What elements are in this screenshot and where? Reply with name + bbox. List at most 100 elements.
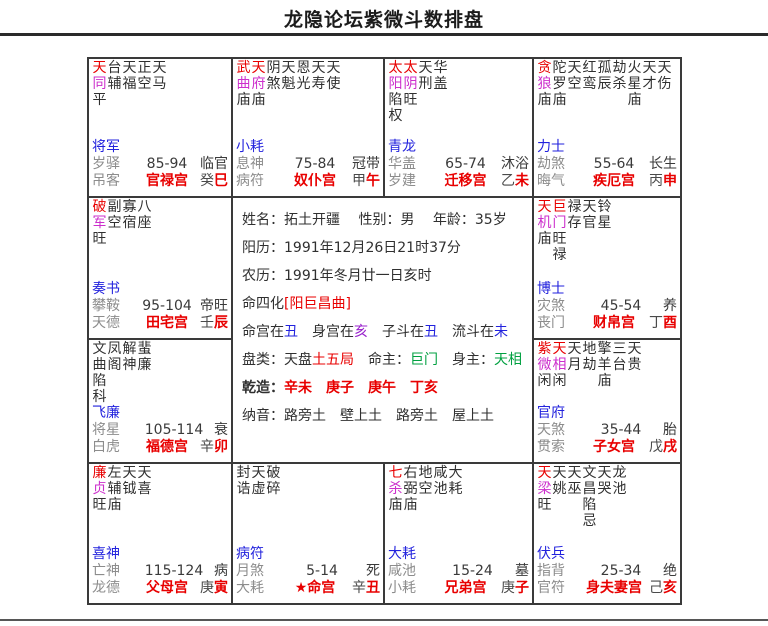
brightness-char bbox=[433, 497, 448, 513]
star-column: 七杀庙 bbox=[388, 465, 403, 529]
star-char-top: 破 bbox=[266, 465, 281, 481]
star-column: 贪狼庙 bbox=[537, 60, 552, 124]
palace-row: 大耗 ★命宫 辛丑 bbox=[236, 580, 380, 597]
star-char-top: 天 bbox=[567, 341, 582, 357]
sihua-char bbox=[107, 389, 122, 405]
star-column: 文曲陷科 bbox=[92, 341, 107, 405]
brightness-char bbox=[567, 497, 582, 513]
changsheng-stage: 长生 bbox=[649, 156, 677, 172]
stem-branch: 己亥 bbox=[649, 580, 677, 597]
info-segment: 盘类：天盘 bbox=[242, 352, 312, 368]
info-segment bbox=[396, 380, 410, 396]
brightness-char bbox=[266, 497, 281, 513]
info-segment: [阳巨昌曲] bbox=[284, 296, 351, 312]
branch-char: 丑 bbox=[366, 580, 380, 596]
star-char-top: 天 bbox=[537, 465, 552, 481]
brightness-char: 闲 bbox=[552, 373, 567, 389]
changsheng-stage: 病 bbox=[214, 563, 228, 579]
star-column: 封诰 bbox=[236, 465, 251, 529]
sihua-char bbox=[418, 108, 433, 124]
star-column: 劫杀 bbox=[612, 60, 627, 124]
star-char-top: 天 bbox=[311, 60, 326, 76]
sihua-char bbox=[122, 247, 137, 263]
star-column: 廉贞旺 bbox=[92, 465, 107, 529]
age-range: 5-14 bbox=[306, 563, 338, 579]
brightness-char bbox=[137, 92, 152, 108]
sihua-char bbox=[403, 108, 418, 124]
brightness-char bbox=[296, 92, 311, 108]
center-panel: 姓名：拓土开疆 性别：男 年龄：35岁 阳历：1991年12月26日21时37分农… bbox=[232, 197, 533, 463]
star-block: 文曲陷科凤阁解神蜚廉 bbox=[92, 341, 228, 405]
palace-yin: 廉贞旺左辅庙天钺天喜喜神 亡神 115-124 病龙德 父母宫 庚寅 bbox=[88, 463, 232, 604]
star-char-top: 紫 bbox=[537, 341, 552, 357]
cycle-row: 指背 25-34 绝 bbox=[537, 563, 677, 580]
star-column: 天魁 bbox=[281, 60, 296, 124]
star-char-bottom: 空 bbox=[567, 76, 582, 92]
brightness-char bbox=[107, 231, 122, 247]
palace-wei: 太阳陷权太阴旺天刑华盖青龙 华盖 65-74 沐浴 岁建 迁移宫 乙未 bbox=[384, 58, 533, 197]
star-column: 蜚廉 bbox=[137, 341, 152, 405]
age-range: 55-64 bbox=[593, 156, 635, 172]
brightness-char bbox=[418, 497, 433, 513]
sihua-char: 科 bbox=[92, 389, 107, 405]
star-char-top: 右 bbox=[403, 465, 418, 481]
palace-row: 官符 身夫妻宫 己亥 bbox=[537, 580, 677, 597]
brightness-char bbox=[567, 373, 582, 389]
star-char-bottom: 使 bbox=[326, 76, 341, 92]
changsheng-stage: 临官 bbox=[200, 156, 228, 172]
sihua-char bbox=[537, 389, 552, 405]
stem-char: 癸 bbox=[200, 173, 214, 189]
palace-name-label: 子女宫 bbox=[593, 439, 635, 455]
year-god-label: 吊客 bbox=[92, 173, 120, 189]
star-column: 巨门旺禄 bbox=[552, 199, 567, 263]
branch-char: 子 bbox=[515, 580, 529, 596]
info-segment: 农历：1991年冬月廿一日亥时 bbox=[242, 268, 432, 284]
sihua-char bbox=[567, 513, 582, 529]
brightness-char bbox=[612, 373, 627, 389]
stem-branch: 丁酉 bbox=[649, 315, 677, 332]
star-column: 台辅 bbox=[107, 60, 122, 124]
twelve-god-label: 喜神 bbox=[92, 546, 120, 562]
cycle-row: 灾煞 45-54 养 bbox=[537, 298, 677, 315]
sihua-char bbox=[388, 513, 403, 529]
year-god-label: 攀鞍 bbox=[92, 298, 120, 314]
star-char-top: 劫 bbox=[612, 60, 627, 76]
star-column: 地空 bbox=[418, 465, 433, 529]
star-column: 右弼庙 bbox=[403, 465, 418, 529]
sihua-char bbox=[137, 108, 152, 124]
star-char-top: 廉 bbox=[92, 465, 107, 481]
star-column: 咸池 bbox=[433, 465, 448, 529]
star-char-bottom: 钺 bbox=[122, 481, 137, 497]
brightness-char bbox=[657, 92, 672, 108]
palace-name-label: 兄弟宫 bbox=[444, 580, 487, 596]
star-column: 火星庙 bbox=[627, 60, 642, 124]
sihua-char bbox=[251, 513, 266, 529]
palace-row: 丧门 财帛宫 丁酉 bbox=[537, 315, 677, 332]
palace-row: 天德 田宅宫 壬辰 bbox=[92, 315, 228, 332]
star-char-top: 封 bbox=[236, 465, 251, 481]
stem-branch: 壬辰 bbox=[200, 315, 228, 332]
branch-char: 亥 bbox=[663, 580, 677, 596]
sihua-char bbox=[251, 108, 266, 124]
star-char-top: 蜚 bbox=[137, 341, 152, 357]
palace-wu: 武曲庙天府庙阴煞天魁恩光天寿天使小耗 息神 75-84 冠带 病符 奴仆宫 甲午 bbox=[232, 58, 384, 197]
palace-name-label: 官禄宫 bbox=[146, 173, 188, 189]
brightness-char bbox=[107, 373, 122, 389]
star-char-top: 天 bbox=[537, 199, 552, 215]
age-range: 115-124 bbox=[144, 563, 204, 579]
brightness-char bbox=[236, 497, 251, 513]
info-segment: 丁亥 bbox=[410, 380, 438, 396]
twelve-god-label: 病符 bbox=[236, 546, 264, 562]
brightness-char: 旺 bbox=[92, 231, 107, 247]
sihua-char bbox=[582, 389, 597, 405]
branch-char: 酉 bbox=[663, 315, 677, 331]
star-column: 天虚 bbox=[251, 465, 266, 529]
star-char-bottom: 梁 bbox=[537, 481, 552, 497]
star-column: 三台 bbox=[612, 341, 627, 405]
sihua-char bbox=[107, 513, 122, 529]
info-segment: 巨门 bbox=[410, 352, 438, 368]
sihua-char bbox=[552, 389, 567, 405]
star-char-bottom: 相 bbox=[552, 357, 567, 373]
star-char-bottom: 廉 bbox=[137, 357, 152, 373]
star-char-bottom: 军 bbox=[92, 215, 107, 231]
